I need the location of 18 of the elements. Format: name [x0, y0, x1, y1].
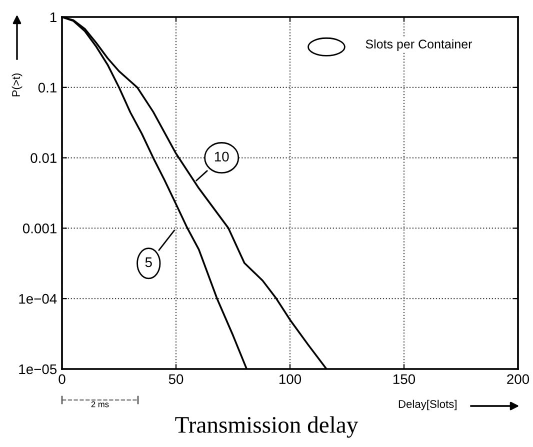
x-tick-label: 50: [168, 374, 184, 384]
x-tick-label: 150: [393, 374, 416, 384]
x-tick-label: 0: [58, 374, 66, 384]
y-tick-label: 0.001: [22, 224, 56, 234]
text: Transmission delay: [175, 416, 358, 438]
y-axis-title: P(>t): [12, 73, 22, 96]
y-tick-label: 1e−04: [19, 294, 57, 304]
y-tick-label: 0.1: [38, 82, 56, 93]
text: 2 ms: [91, 401, 109, 408]
legend-title: Slots per Container: [366, 39, 472, 51]
y-tick-label: 1: [50, 12, 56, 22]
x-axis-title: Delay[Slots]: [398, 400, 456, 410]
x-tick-label: 100: [279, 374, 302, 384]
text: 5: [145, 257, 152, 268]
text: 10: [214, 152, 229, 162]
y-tick-label: 1e−05: [19, 364, 57, 374]
x-tick-label: 200: [507, 374, 530, 384]
y-tick-label: 0.01: [30, 153, 56, 163]
